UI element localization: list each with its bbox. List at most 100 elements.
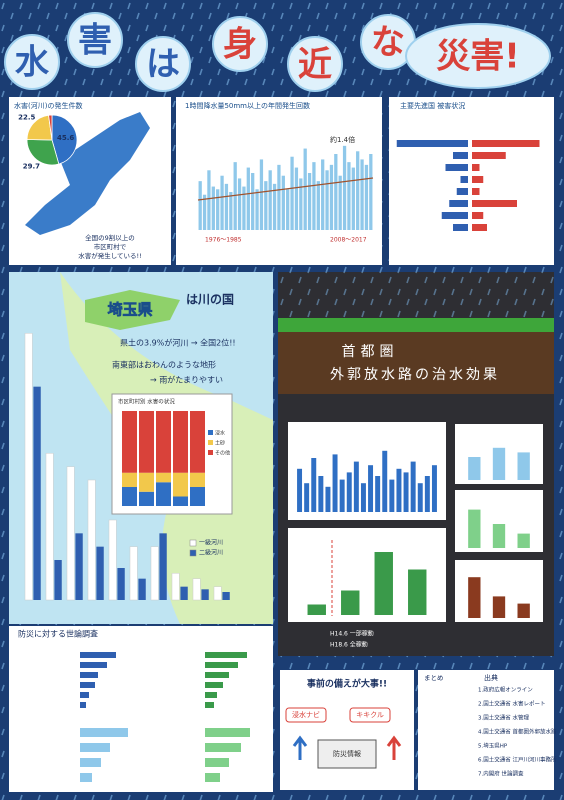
bar — [364, 164, 369, 230]
bar — [190, 472, 205, 487]
note: 約1.4倍 — [330, 135, 355, 144]
arrow — [386, 735, 402, 760]
bar — [205, 652, 247, 658]
panel-title: 水害(河川)の発生件数 — [14, 101, 82, 110]
bar — [129, 546, 138, 601]
bar — [294, 167, 299, 230]
heading: 外郭放水路の治水効果 — [330, 366, 500, 383]
tag — [285, 707, 327, 723]
bar — [303, 148, 307, 230]
bar — [205, 692, 217, 698]
bar — [356, 151, 360, 230]
bar — [54, 560, 62, 600]
bar — [220, 175, 224, 230]
bar — [201, 589, 209, 600]
bar — [190, 487, 205, 506]
bar — [339, 479, 345, 512]
bar — [205, 662, 238, 668]
bar — [342, 145, 347, 230]
bar — [80, 758, 101, 767]
bar — [156, 482, 171, 506]
bar — [389, 479, 395, 512]
bar — [472, 152, 506, 159]
bar — [180, 586, 188, 600]
bar — [259, 159, 264, 230]
title-char: は — [146, 45, 180, 85]
bar — [190, 411, 205, 473]
panel-title: 防災に対する世論調査 — [18, 629, 98, 639]
bar — [360, 159, 364, 230]
title-char: 水 — [14, 43, 50, 83]
bubble — [287, 36, 343, 92]
data-label: 29.7 — [23, 163, 40, 171]
source: 4.国土交通省 首都圏外郭放水路 — [478, 728, 557, 736]
bar — [290, 156, 294, 230]
text: 県土の3.9%が河川 → 全国2位!! — [120, 338, 236, 348]
bar — [517, 603, 530, 618]
bar — [312, 162, 316, 230]
bar — [80, 692, 89, 698]
bar — [375, 476, 381, 512]
bar — [472, 176, 484, 183]
panel — [418, 670, 554, 790]
bar — [369, 154, 373, 230]
bar — [441, 212, 468, 219]
bar — [198, 181, 202, 230]
bubble — [212, 16, 268, 72]
bar — [192, 578, 201, 601]
pie-slice — [26, 139, 60, 166]
data-label: 22.5 — [18, 114, 35, 122]
bar — [417, 483, 423, 512]
bar — [207, 170, 211, 230]
source: 2.国土交通省 水害レポート — [478, 700, 546, 708]
bar — [408, 569, 427, 615]
heading: 出典 — [484, 673, 498, 682]
pie-slice — [48, 114, 53, 141]
legend-swatch — [189, 549, 197, 557]
bar — [156, 411, 171, 473]
soil — [278, 332, 554, 394]
bar — [341, 590, 360, 615]
grass — [278, 318, 554, 332]
bar — [173, 472, 188, 497]
bar — [468, 457, 481, 480]
pie-slice — [26, 114, 53, 141]
source: 5.埼玉県HP — [478, 742, 508, 750]
bubble — [135, 36, 191, 92]
panel — [9, 626, 273, 792]
title-char: 災害! — [436, 37, 520, 77]
bar — [403, 472, 409, 512]
legend-label: その他 — [215, 450, 230, 457]
bar — [205, 682, 223, 688]
bar — [242, 186, 246, 230]
bar — [325, 486, 331, 512]
bar — [374, 552, 393, 615]
bar — [173, 496, 188, 506]
badge: 埼玉県 — [107, 301, 152, 319]
bar — [233, 162, 237, 230]
date: H14.6 一部稼動 — [330, 630, 374, 638]
label: キキクル — [356, 711, 384, 719]
bar — [80, 773, 92, 782]
title-char: 害 — [78, 21, 112, 61]
bar — [205, 702, 214, 708]
note: 水害が発生している!! — [78, 251, 142, 260]
bar — [321, 159, 325, 230]
arrow — [292, 735, 308, 760]
bar — [80, 702, 86, 708]
bar — [346, 472, 352, 512]
data-label: 45.6 — [57, 134, 74, 142]
bar — [255, 189, 259, 230]
monitor — [317, 739, 377, 769]
bar — [237, 178, 242, 230]
bar — [472, 224, 487, 231]
bar — [311, 458, 317, 512]
bubble — [4, 34, 60, 90]
legend-swatch — [208, 450, 213, 455]
bar — [150, 546, 159, 601]
bar — [159, 533, 167, 600]
bar — [396, 468, 402, 512]
bar — [211, 186, 215, 230]
bar — [171, 573, 180, 601]
